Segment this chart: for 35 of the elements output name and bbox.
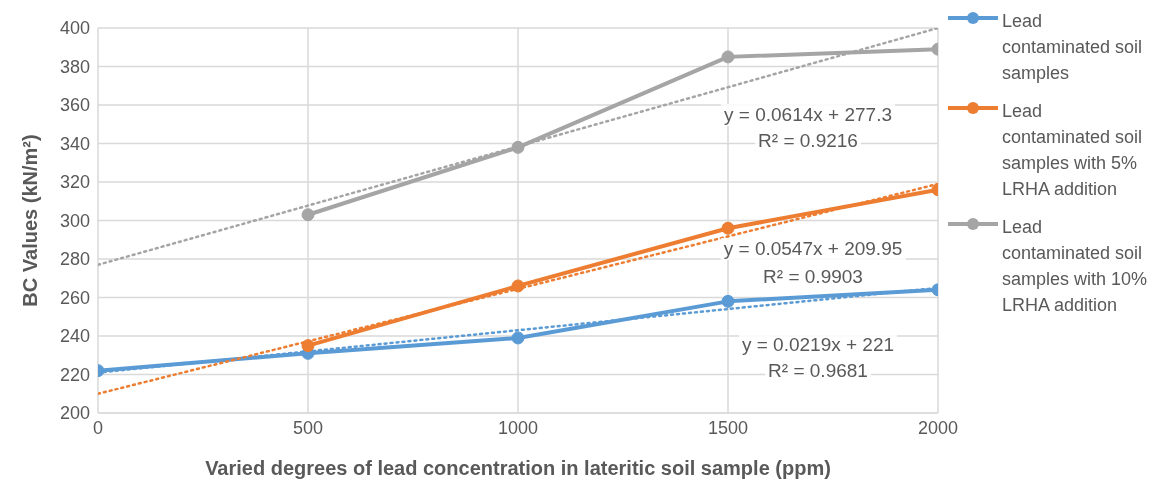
legend-label: Lead contaminated soil samples with 10% LRHA addition: [1002, 216, 1149, 317]
point: [301, 339, 315, 353]
point: [301, 208, 315, 222]
y-tick-label: 300: [59, 210, 90, 231]
point: [511, 331, 525, 345]
annotation: R² = 0.9216: [755, 130, 861, 152]
x-tick-label: 0: [92, 417, 104, 438]
x-tick-label: 500: [292, 417, 324, 438]
y-tick-label: 280: [59, 249, 90, 270]
y-tick-label: 340: [59, 133, 90, 154]
x-tick-label: 1500: [707, 417, 749, 438]
annotation: y = 0.0547x + 209.95: [720, 238, 906, 260]
y-tick-label: 260: [59, 287, 90, 308]
legend-label: Lead contaminated soil samples: [1002, 10, 1144, 85]
x-tick-label: 2000: [917, 417, 959, 438]
point: [511, 279, 525, 293]
y-axis-title: BC Values (kN/m²): [19, 134, 42, 307]
legend-label: Lead contaminated soil samples with 5% LRHA addition: [1002, 100, 1144, 201]
point: [721, 50, 735, 64]
x-axis-title: Varied degrees of lead concentration in lateritic soil sample (ppm): [205, 457, 831, 480]
y-tick-label: 380: [59, 56, 90, 77]
annotation: R² = 0.9903: [760, 266, 866, 288]
y-tick-label: 320: [59, 172, 90, 193]
y-tick-label: 360: [59, 95, 90, 116]
x-tick-label: 1000: [497, 417, 539, 438]
y-tick-label: 200: [59, 403, 90, 424]
point: [721, 294, 735, 308]
y-tick-label: 400: [59, 18, 90, 39]
point: [511, 140, 525, 154]
y-tick-label: 240: [59, 326, 90, 347]
y-tick-label: 220: [59, 364, 90, 385]
annotation: R² = 0.9681: [765, 360, 871, 382]
annotation: y = 0.0219x + 221: [738, 334, 898, 356]
annotation: y = 0.0614x + 277.3: [721, 104, 895, 126]
point: [721, 221, 735, 235]
